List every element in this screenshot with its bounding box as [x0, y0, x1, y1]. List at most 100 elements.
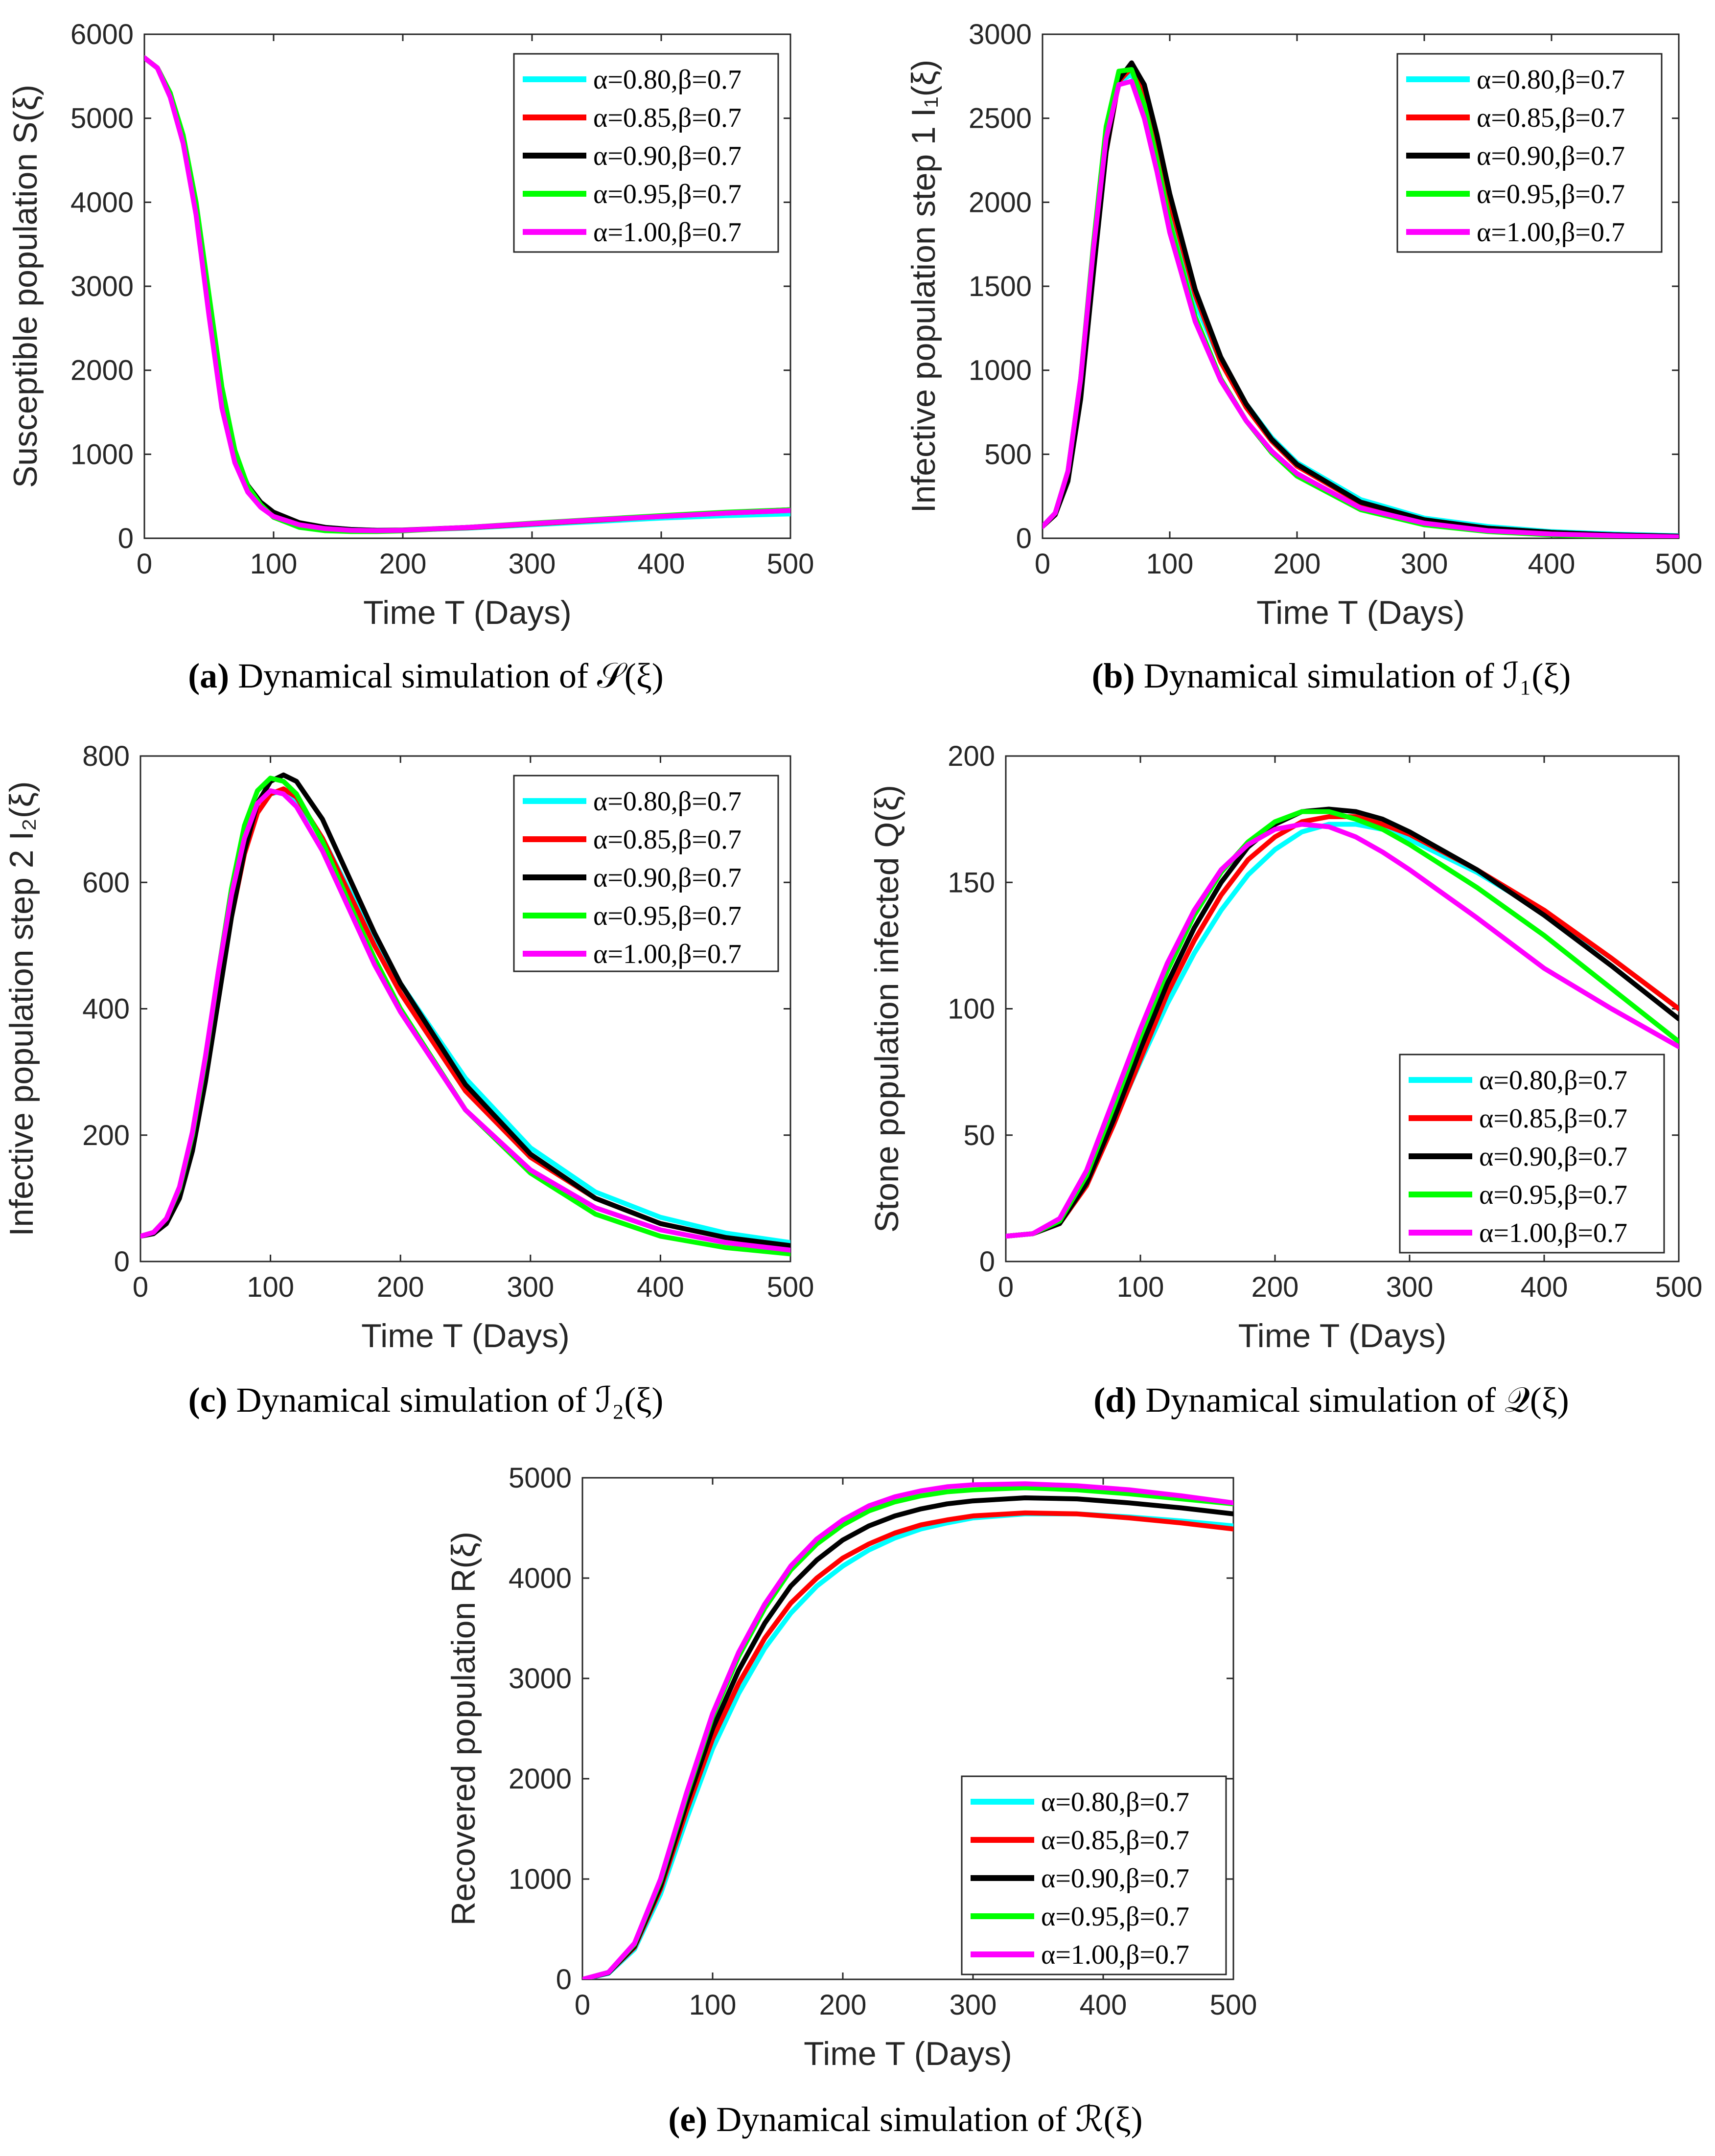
series-line-5 — [1006, 822, 1679, 1239]
legend-label-3: α=0.90,β=0.7 — [593, 863, 742, 893]
x-tick-label: 200 — [379, 548, 427, 580]
y-axis-label: Susceptible population S(ξ) — [7, 85, 44, 488]
y-tick-label: 1000 — [969, 355, 1032, 387]
legend-label-2: α=0.85,β=0.7 — [593, 103, 742, 133]
caption: (e) Dynamical simulation of ℛ(ξ) — [668, 2100, 1142, 2139]
legend: α=0.80,β=0.7 α=0.85,β=0.7 α=0.90,β=0.7 α=0.… — [513, 53, 779, 253]
y-tick-label: 2000 — [509, 1763, 572, 1795]
caption-letter: (c) — [188, 1380, 236, 1420]
x-tick-label: 500 — [1655, 1271, 1703, 1303]
caption: (c) Dynamical simulation of ℐ₂(ξ) — [188, 1380, 664, 1420]
legend-label-4: α=0.95,β=0.7 — [1041, 1902, 1189, 1932]
x-tick-label: 400 — [1080, 1989, 1127, 2021]
y-tick-label: 0 — [1016, 523, 1032, 554]
y-tick-label: 3000 — [70, 271, 134, 302]
chart-panel-c: 0 100 200 300 400 500 0 200 400 600 800 Time T (Day… — [3, 740, 814, 1420]
series-line-5 — [144, 55, 790, 533]
series-line-5 — [582, 1481, 1233, 1979]
legend-label-4: α=0.95,β=0.7 — [1477, 179, 1625, 209]
caption: (b) Dynamical simulation of ℐ₁(ξ) — [1092, 656, 1571, 695]
x-tick-label: 0 — [998, 1271, 1014, 1303]
legend-label-3: α=0.90,β=0.7 — [1477, 141, 1625, 171]
y-tick-label: 0 — [118, 523, 134, 554]
x-axis-label: Time T (Days) — [1256, 594, 1465, 631]
x-tick-label: 400 — [637, 1271, 684, 1303]
x-tick-label: 400 — [1521, 1271, 1568, 1303]
y-axis-label: Recovered population R(ξ) — [445, 1532, 482, 1926]
x-tick-label: 200 — [377, 1271, 424, 1303]
legend-label-4: α=0.95,β=0.7 — [593, 179, 742, 209]
legend: α=0.80,β=0.7 α=0.85,β=0.7 α=0.90,β=0.7 α=0.… — [1399, 1054, 1665, 1254]
y-tick-label: 5000 — [70, 103, 134, 135]
y-tick-label: 3000 — [969, 19, 1032, 50]
legend-label-3: α=0.90,β=0.7 — [593, 141, 742, 171]
series-line-5 — [1043, 79, 1679, 538]
y-tick-label: 0 — [114, 1246, 130, 1278]
legend-box — [513, 53, 779, 253]
y-tick-label: 600 — [82, 867, 130, 898]
legend-label-5: α=1.00,β=0.7 — [1477, 217, 1625, 248]
y-tick-label: 3000 — [509, 1663, 572, 1695]
y-tick-label: 200 — [948, 740, 995, 772]
caption-text: Dynamical simulation of ℐ₂(ξ) — [236, 1380, 664, 1420]
x-tick-label: 100 — [1117, 1271, 1164, 1303]
caption: (d) Dynamical simulation of 𝒬(ξ) — [1093, 1380, 1569, 1420]
legend-label-5: α=1.00,β=0.7 — [1041, 1940, 1189, 1970]
y-tick-label: 6000 — [70, 19, 134, 50]
x-tick-label: 500 — [767, 548, 814, 580]
y-axis-label: Infective population step 1 I₁(ξ) — [905, 60, 942, 513]
caption-text: Dynamical simulation of ℐ₁(ξ) — [1144, 656, 1571, 695]
x-tick-label: 100 — [250, 548, 298, 580]
legend-label-1: α=0.80,β=0.7 — [593, 65, 742, 95]
chart-panel-a: 0 100 200 300 400 500010002000300040005000600… — [7, 19, 814, 695]
legend-label-1: α=0.80,β=0.7 — [1477, 65, 1625, 95]
legend: α=0.80,β=0.7 α=0.85,β=0.7 α=0.90,β=0.7 α=0.… — [513, 775, 779, 972]
chart-panel-e: 0 100 200 300 400 500010002000300040005000Tim… — [445, 1462, 1257, 2139]
y-axis-label: Infective population step 2 I₂(ξ) — [3, 781, 40, 1236]
caption-letter: (b) — [1092, 656, 1144, 695]
legend-label-4: α=0.95,β=0.7 — [593, 901, 742, 931]
y-tick-label: 1500 — [969, 271, 1032, 302]
legend: α=0.80,β=0.7 α=0.85,β=0.7 α=0.90,β=0.7 α=0.… — [1396, 53, 1663, 253]
chart-panel-b: 0 100 200 300 400 500 0 500 1000 1500 2000 2500 3000… — [905, 19, 1702, 695]
x-axis-label: Time T (Days) — [363, 594, 572, 631]
caption: (a) Dynamical simulation of 𝒮(ξ) — [188, 656, 664, 695]
chart-panel-d: 0 100 200 300 400 500 0 50 100 150 200 Time T (Days… — [868, 740, 1702, 1420]
legend-label-4: α=0.95,β=0.7 — [1479, 1180, 1627, 1210]
x-tick-label: 500 — [767, 1271, 814, 1303]
x-tick-label: 100 — [247, 1271, 294, 1303]
caption-letter: (a) — [188, 656, 238, 695]
legend-box — [513, 775, 779, 972]
x-axis-label: Time T (Days) — [361, 1317, 570, 1354]
legend-label-2: α=0.85,β=0.7 — [1479, 1103, 1627, 1134]
legend-label-1: α=0.80,β=0.7 — [593, 786, 742, 817]
x-tick-label: 0 — [137, 548, 152, 580]
caption-text: Dynamical simulation of 𝒮(ξ) — [238, 656, 664, 695]
x-tick-label: 100 — [689, 1989, 737, 2021]
x-tick-label: 300 — [509, 548, 556, 580]
x-axis-label: Time T (Days) — [804, 2035, 1012, 2072]
y-tick-label: 400 — [82, 993, 130, 1025]
x-axis-label: Time T (Days) — [1238, 1317, 1447, 1354]
legend-label-5: α=1.00,β=0.7 — [593, 217, 742, 248]
y-tick-label: 2000 — [969, 186, 1032, 218]
x-tick-label: 0 — [1035, 548, 1050, 580]
x-tick-label: 200 — [1274, 548, 1321, 580]
x-tick-label: 300 — [1386, 1271, 1434, 1303]
y-tick-label: 4000 — [70, 186, 134, 218]
y-axis-label: Stone population infected Q(ξ) — [868, 785, 905, 1233]
x-tick-label: 0 — [133, 1271, 148, 1303]
x-tick-label: 200 — [1251, 1271, 1299, 1303]
y-tick-label: 2500 — [969, 103, 1032, 135]
y-tick-label: 1000 — [70, 438, 134, 470]
legend-label-5: α=1.00,β=0.7 — [593, 939, 742, 969]
y-tick-label: 0 — [979, 1246, 995, 1278]
legend-label-1: α=0.80,β=0.7 — [1479, 1065, 1627, 1096]
caption-text: Dynamical simulation of ℛ(ξ) — [716, 2100, 1142, 2139]
x-tick-label: 300 — [507, 1271, 554, 1303]
y-tick-label: 4000 — [509, 1562, 572, 1594]
y-tick-label: 5000 — [509, 1462, 572, 1494]
y-tick-label: 100 — [948, 993, 995, 1025]
x-tick-label: 100 — [1146, 548, 1194, 580]
x-tick-label: 300 — [950, 1989, 997, 2021]
